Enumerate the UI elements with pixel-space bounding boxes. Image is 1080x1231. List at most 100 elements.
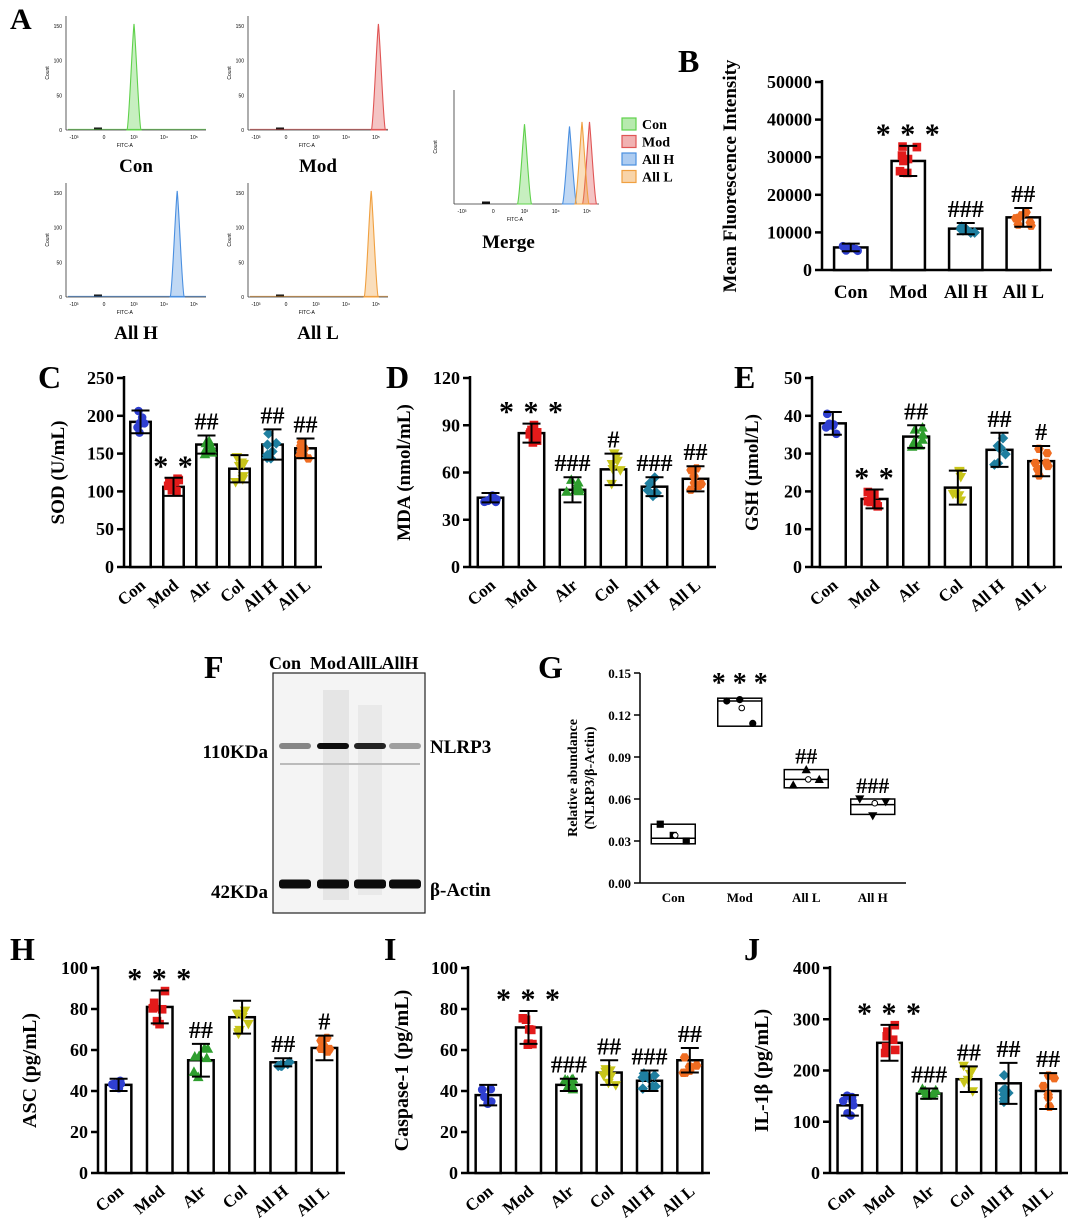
y-axis-title: MDA (nmol/mL)	[394, 404, 415, 541]
hist-x-tick: 10⁴	[160, 302, 168, 308]
data-point-all-l	[1032, 465, 1043, 474]
significance-all-l: ##	[1011, 182, 1035, 208]
x-tick-label-all-h: All H	[250, 1182, 292, 1222]
x-tick-label-alr: Alr	[907, 1181, 938, 1212]
y-tick-label: 0.00	[608, 876, 631, 891]
data-point-col	[958, 1078, 970, 1088]
y-tick-label: 300	[793, 1009, 820, 1029]
bar-col	[228, 467, 251, 569]
y-axis-title: Caspase-1 (pg/mL)	[391, 990, 413, 1152]
data-point-mod	[148, 1004, 158, 1013]
x-tick-label-mod: Mod	[727, 890, 754, 905]
y-tick-label: 150	[87, 444, 114, 464]
hist-x-tick: 0	[285, 302, 288, 308]
y-tick-label: 200	[87, 406, 114, 426]
significance-alr: ###	[551, 1053, 587, 1079]
y-tick-label: 40	[784, 406, 802, 426]
hist-x-tick: 10⁵	[190, 302, 198, 308]
significance-all-l: #	[318, 1010, 330, 1036]
y-tick-label: 40	[440, 1081, 458, 1101]
data-point-mod	[897, 151, 907, 160]
hist-baseline-cluster	[94, 294, 102, 297]
data-point-mod	[736, 696, 744, 704]
data-point-all-l	[788, 780, 798, 789]
hist-x-tick: -10³	[70, 135, 79, 141]
y-tick-label: 400	[793, 958, 820, 978]
data-point-alr	[917, 422, 928, 432]
data-point-all-h	[881, 798, 891, 807]
significance-all-h: ###	[632, 1045, 668, 1071]
y-axis-title: SOD (U/mL)	[48, 421, 69, 525]
significance-mod: * *	[153, 450, 194, 483]
data-point-mod	[167, 485, 177, 495]
merge-peak-all-l	[574, 121, 590, 205]
bar-mod	[890, 159, 927, 272]
data-point-alr	[909, 424, 921, 434]
x-tick-label-all-h: All H	[239, 576, 281, 616]
panel-letter-d: D	[386, 359, 409, 395]
hist-y-tick: 50	[238, 260, 244, 266]
histogram-merge: Count -10³ 0 10³ 10⁴ 10⁵ FITC-A Merge	[433, 90, 599, 253]
legend-label-all-l: All L	[642, 171, 673, 186]
y-tick-label: 100	[61, 958, 88, 978]
histogram-all-l: 0 50 100 150 Count -10³ 0 10³ 10⁴ 10⁵ FITC-A All L	[227, 183, 388, 344]
data-point-col	[964, 1069, 976, 1080]
legend-label-con: Con	[642, 118, 667, 133]
data-point-col	[612, 456, 623, 467]
data-point-mod	[912, 142, 922, 152]
band-label-actin: β-Actin	[430, 880, 491, 901]
data-point-mod	[163, 481, 173, 491]
hist-x-title: FITC-A	[299, 143, 316, 149]
bar-col	[943, 486, 973, 569]
bar-alr	[555, 1083, 583, 1175]
significance-mod: * * *	[712, 668, 768, 699]
y-axis-title: IL-1β (pg/mL)	[751, 1009, 773, 1132]
significance-col: ##	[597, 1034, 621, 1060]
data-point-mod	[529, 420, 539, 430]
lane-label-alll: AllL	[347, 653, 382, 673]
legend-swatch-mod	[621, 134, 637, 149]
data-point-all-h	[265, 453, 277, 464]
x-tick-label-col: Col	[946, 1181, 978, 1212]
panel-letter-b: B	[678, 43, 699, 79]
hist-y-tick: 0	[59, 295, 62, 301]
x-tick-label-col: Col	[935, 575, 967, 606]
bar-con	[104, 1083, 133, 1175]
hist-x-tick: 10³	[312, 302, 320, 308]
data-point-mod	[170, 477, 180, 487]
data-point-con	[824, 421, 834, 430]
y-tick-label: 100	[431, 958, 458, 978]
hist-y-tick: 0	[241, 128, 244, 134]
data-point-all-h	[998, 1069, 1010, 1081]
panel-letter-i: I	[384, 931, 396, 967]
significance-all-h: ##	[261, 403, 285, 429]
x-tick-label-con: Con	[461, 1181, 497, 1215]
band-size-actin: 42KDa	[211, 882, 269, 903]
merge-x-tick: 0	[492, 209, 495, 215]
x-tick-label-alr: Alr	[550, 575, 581, 606]
merge-x-tick: 10⁵	[583, 209, 591, 215]
x-tick-label-all-h: All H	[858, 890, 888, 905]
data-point-mod	[895, 166, 905, 176]
data-point-all-h	[957, 225, 969, 236]
bar-mod	[514, 1026, 543, 1175]
y-tick-label: 50	[784, 368, 802, 388]
data-point-all-h	[644, 477, 656, 489]
x-tick-label-all-l: All L	[1009, 576, 1050, 615]
x-tick-label-mod: Mod	[144, 575, 183, 612]
y-tick-label: 80	[70, 999, 88, 1019]
peak-con	[126, 23, 142, 131]
bar-mod	[875, 1041, 904, 1175]
x-tick-label-con: Con	[662, 890, 686, 905]
y-tick-label: 10000	[767, 222, 812, 242]
bar-col	[955, 1077, 983, 1175]
x-tick-label-col: Col	[586, 1181, 618, 1212]
data-point-all-h	[965, 227, 977, 239]
y-tick-label: 40000	[767, 110, 812, 130]
y-tick-label: 30	[442, 510, 460, 530]
data-point-all-l	[814, 774, 824, 783]
significance-mod: * * *	[127, 963, 192, 996]
hist-x-title: FITC-A	[117, 143, 134, 149]
